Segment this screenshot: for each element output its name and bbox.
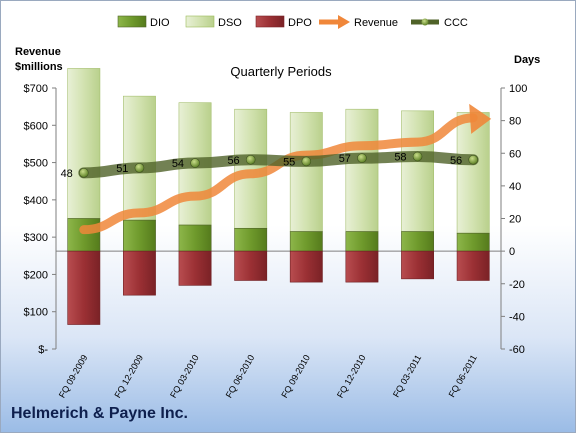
left-tick-label: $600 (24, 120, 48, 132)
company-name: Helmerich & Payne Inc. (11, 405, 188, 422)
right-tick-label: -60 (509, 344, 525, 356)
plot-area: $- $100 $200 $300 $400 $500 $600 $700 -60 -40 -20 0… (24, 68, 527, 400)
bar-dio (67, 218, 101, 252)
legend-item-dpo: DPO (255, 15, 312, 29)
bar-dio (345, 231, 379, 252)
bar-dpo (234, 250, 268, 281)
legend-item-ccc: CCC (411, 17, 468, 29)
bar-dpo (345, 250, 379, 283)
legend-item-revenue: Revenue (319, 15, 398, 29)
right-tick-label: 100 (509, 83, 527, 95)
bar-dio (234, 227, 268, 252)
ccc-point (79, 168, 89, 178)
x-tick-label: FQ 03-2011 (391, 353, 423, 399)
ccc-data-label: 48 (61, 168, 73, 180)
bar-dpo (123, 250, 156, 296)
x-tick-label: FQ 06-2010 (224, 353, 257, 400)
right-tick-label: 80 (509, 116, 521, 128)
x-tick-label: FQ 03-2010 (168, 353, 201, 400)
bar-dio (178, 224, 212, 252)
x-tick-label: FQ 09-2009 (57, 353, 90, 400)
x-tick-label: FQ 12-2009 (112, 353, 145, 400)
legend-label-dso: DSO (218, 17, 242, 29)
bar-dio (123, 219, 156, 252)
left-tick-label: $300 (24, 232, 48, 244)
ccc-data-label: 54 (172, 158, 184, 170)
legend-label-ccc: CCC (444, 17, 468, 29)
ccc-point (190, 158, 200, 168)
left-axis-title-line2: $millions (15, 61, 63, 73)
left-tick-label: $500 (24, 158, 48, 170)
bar-dso (345, 108, 379, 232)
left-tick-label: $- (38, 344, 48, 356)
legend-marker-ccc (421, 18, 429, 26)
legend-item-dso: DSO (185, 15, 242, 29)
legend-item-dio: DIO (117, 15, 170, 29)
ccc-data-label: 57 (339, 153, 351, 165)
chart-subtitle: Quarterly Periods (230, 64, 332, 79)
right-tick-label: 20 (509, 214, 521, 226)
legend-label-dio: DIO (150, 17, 170, 29)
legend-swatch-dso (185, 15, 215, 28)
legend-swatch-dio (117, 15, 147, 28)
x-tick-label: FQ 12-2010 (335, 353, 368, 400)
revenue-line (79, 113, 478, 235)
left-tick-label: $400 (24, 195, 48, 207)
bar-dpo (289, 250, 323, 283)
bar-dso (123, 95, 156, 221)
right-tick-label: 40 (509, 181, 521, 193)
ccc-data-label: 56 (450, 155, 462, 167)
bar-dso (456, 112, 490, 234)
ccc-point (245, 154, 256, 165)
bar-dpo (67, 250, 101, 325)
bar-dso (289, 112, 323, 232)
left-axis-title-line1: Revenue (15, 46, 61, 58)
legend-label-revenue: Revenue (354, 17, 398, 29)
ccc-point (301, 156, 312, 167)
bar-dpo (401, 250, 434, 280)
right-tick-label: 60 (509, 148, 521, 160)
ccc-data-label: 55 (283, 156, 295, 168)
ccc-point (134, 163, 145, 173)
bar-dio (401, 231, 434, 252)
legend-label-dpo: DPO (288, 17, 312, 29)
legend-arrowhead-icon (338, 15, 350, 29)
bar-dpo (456, 250, 490, 281)
ccc-data-label: 58 (394, 152, 406, 164)
bar-dso (67, 68, 101, 219)
right-tick-label: -20 (509, 279, 525, 291)
right-axis-title: Days (514, 54, 540, 66)
bar-dio (456, 232, 490, 252)
ccc-line (78, 151, 479, 179)
x-tick-label: FQ 06-2011 (447, 353, 479, 399)
left-tick-label: $100 (24, 307, 48, 319)
ccc-point (357, 153, 367, 163)
legend: DIO DSO DPO Revenue CCC (117, 15, 468, 29)
bar-dso (401, 110, 434, 232)
x-tick-label: FQ 09-2010 (279, 353, 312, 400)
ccc-data-label: 51 (116, 163, 128, 175)
left-tick-label: $700 (24, 83, 48, 95)
left-tick-label: $200 (24, 269, 48, 281)
ccc-point (468, 154, 478, 165)
right-tick-label: 0 (509, 246, 515, 258)
ccc-data-label: 56 (227, 155, 239, 167)
ccc-point (412, 151, 423, 162)
bar-dpo (178, 250, 212, 286)
legend-swatch-dpo (255, 15, 285, 28)
revenue-arrowhead-icon (469, 103, 492, 134)
right-tick-label: -40 (509, 311, 525, 323)
bar-dio (289, 231, 323, 252)
